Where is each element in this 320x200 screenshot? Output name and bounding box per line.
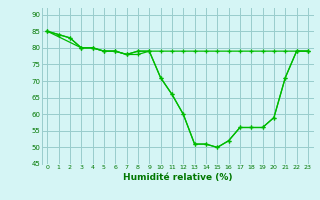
X-axis label: Humidité relative (%): Humidité relative (%) (123, 173, 232, 182)
